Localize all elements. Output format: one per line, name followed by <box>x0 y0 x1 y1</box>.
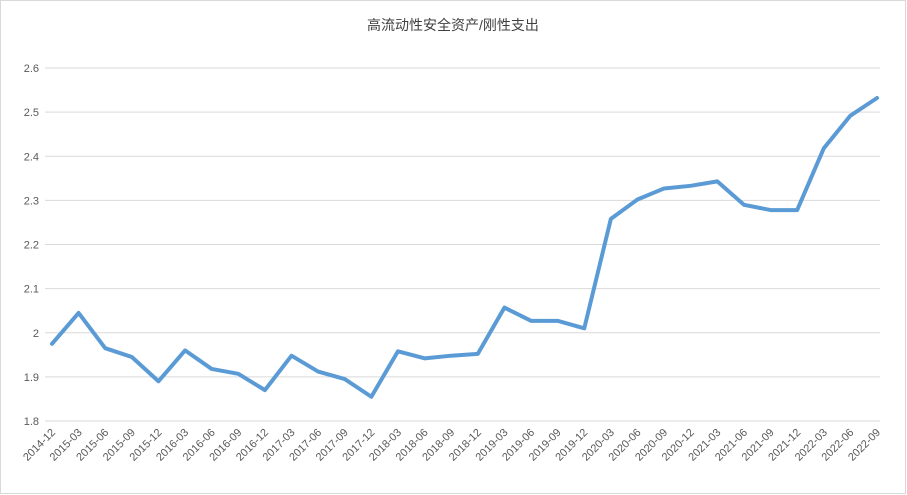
y-tick-label: 2.2 <box>24 240 39 252</box>
y-tick-label: 2.1 <box>24 284 39 296</box>
y-tick-label: 2.6 <box>24 63 39 75</box>
y-tick-label: 2.3 <box>24 195 39 207</box>
y-tick-label: 2.5 <box>24 107 39 119</box>
y-tick-label: 1.8 <box>24 416 39 428</box>
y-tick-label: 2.4 <box>24 151 39 163</box>
data-line <box>50 96 879 399</box>
y-tick-label: 2 <box>33 328 39 340</box>
y-tick-label: 1.9 <box>24 372 39 384</box>
chart-title: 高流动性安全资产/刚性支出 <box>367 17 539 33</box>
